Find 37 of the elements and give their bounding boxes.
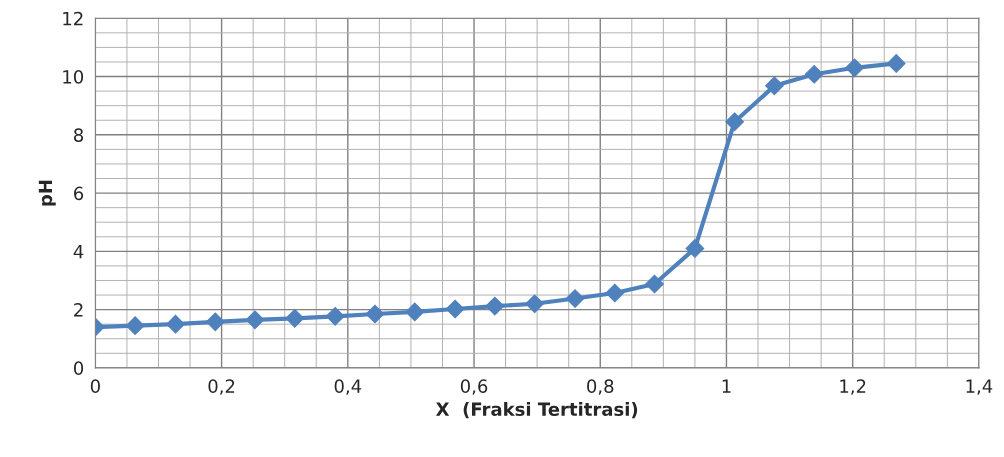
point bbox=[685, 239, 705, 258]
x-tick-label: 0 bbox=[90, 379, 100, 393]
x-tick-label: 0,6 bbox=[460, 379, 488, 395]
point bbox=[166, 314, 185, 334]
point bbox=[245, 310, 265, 330]
x-axis-title: X (Fraksi Tertitrasi) bbox=[435, 402, 638, 419]
y-tick-label: 4 bbox=[73, 245, 84, 259]
y-tick-label: 2 bbox=[74, 303, 83, 317]
point bbox=[325, 306, 345, 326]
x-tick-label: 1 bbox=[722, 379, 731, 393]
point bbox=[205, 312, 225, 332]
y-tick-label: 10 bbox=[63, 70, 84, 84]
y-tick-label: 6 bbox=[74, 186, 84, 201]
point bbox=[886, 54, 906, 73]
x-tick-label: 0,4 bbox=[334, 379, 362, 395]
point bbox=[645, 274, 664, 294]
point bbox=[485, 296, 505, 316]
x-tick-label: 1,4 bbox=[966, 379, 993, 395]
y-tick-label: 12 bbox=[63, 11, 83, 26]
x-tick-label: 0,2 bbox=[208, 379, 235, 395]
y-tick-label: 0 bbox=[73, 361, 84, 375]
point bbox=[125, 316, 145, 335]
point bbox=[285, 309, 305, 328]
point bbox=[445, 299, 465, 319]
point bbox=[525, 294, 544, 314]
point bbox=[845, 58, 864, 78]
point bbox=[605, 283, 625, 303]
point bbox=[804, 64, 824, 84]
point bbox=[765, 76, 784, 96]
x-tick-label: 1,2 bbox=[840, 379, 866, 395]
y-tick-label: 8 bbox=[74, 128, 84, 142]
point bbox=[405, 302, 425, 322]
y-axis-title: pH bbox=[38, 180, 56, 206]
x-tick-label: 0,8 bbox=[587, 379, 614, 395]
point bbox=[725, 112, 745, 132]
point bbox=[365, 304, 385, 324]
point bbox=[565, 289, 585, 308]
